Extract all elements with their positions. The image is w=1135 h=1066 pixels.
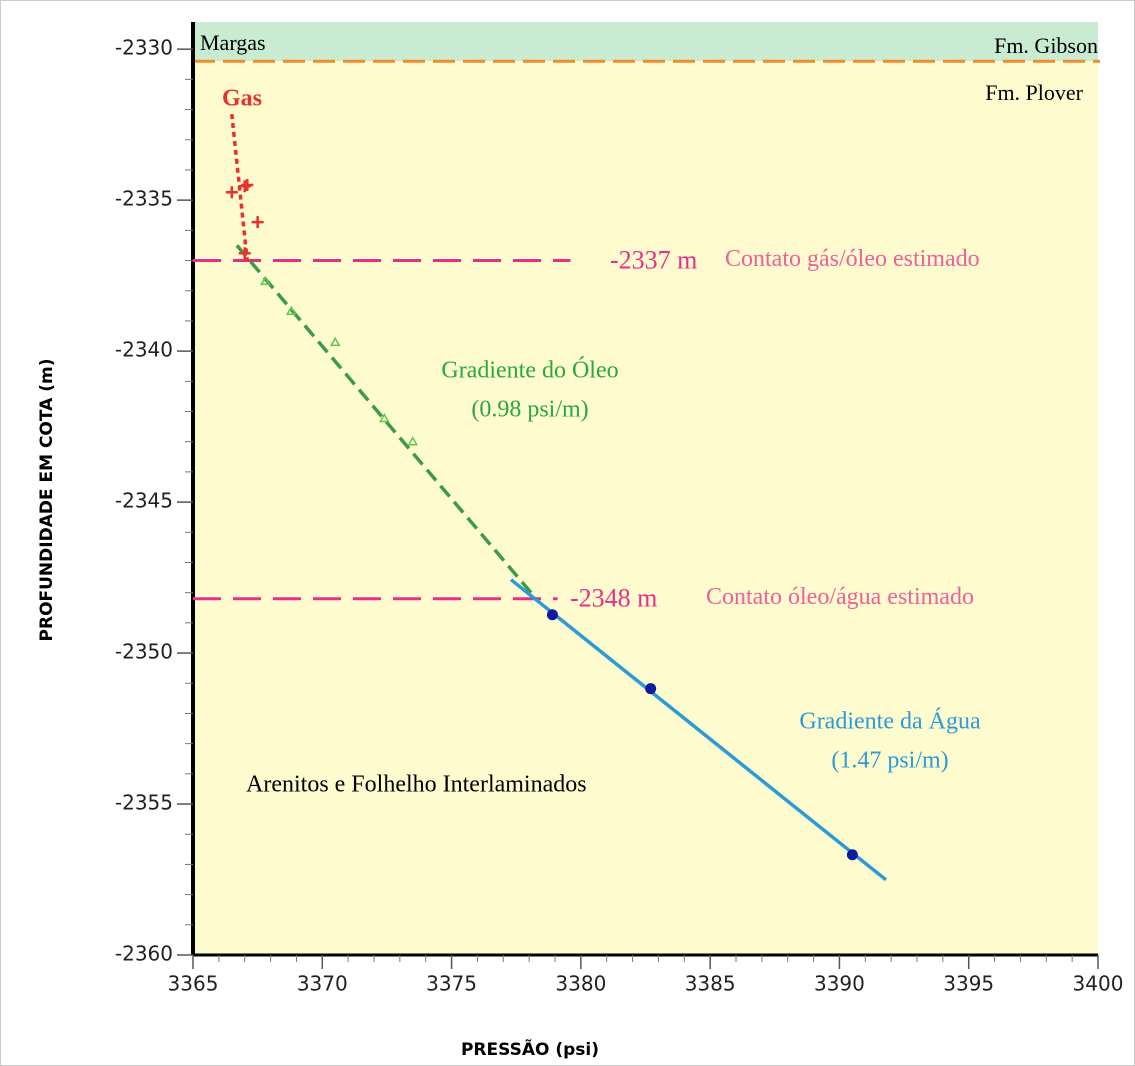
gradient-label: (0.98 psi/m) xyxy=(471,397,588,423)
gradient-label: (1.47 psi/m) xyxy=(831,748,948,774)
x-tick-label: 3370 xyxy=(297,972,348,996)
gas-point xyxy=(238,247,251,260)
x-axis-title: PRESSÃO (psi) xyxy=(461,1037,599,1060)
y-tick-label: -2335 xyxy=(115,187,173,211)
y-tick-label: -2350 xyxy=(115,640,173,664)
oil-point xyxy=(285,305,297,316)
y-tick-label: -2330 xyxy=(115,36,173,60)
oil-point xyxy=(379,412,390,423)
gas-point xyxy=(251,216,264,229)
contact-depth: -2337 m xyxy=(610,246,697,275)
y-tick-label: -2340 xyxy=(115,338,173,362)
y-axis-title: PROFUNDIDADE EM COTA (m) xyxy=(37,359,57,642)
x-tick-label: 3365 xyxy=(168,972,219,996)
oil-point xyxy=(407,436,419,446)
y-tick-label: -2360 xyxy=(115,942,173,966)
water-point xyxy=(546,609,558,621)
gradient-line xyxy=(230,113,250,262)
contact-label: Contato gás/óleo estimado xyxy=(725,246,980,272)
series-label: Gas xyxy=(222,86,262,112)
zone-label: Margas xyxy=(200,30,266,55)
zone xyxy=(193,22,1098,62)
water-point xyxy=(645,683,657,695)
gradient-line xyxy=(235,244,539,601)
x-tick-label: 3400 xyxy=(1073,972,1124,996)
gradient-label: Gradiente da Água xyxy=(799,709,981,735)
y-tick-label: -2345 xyxy=(115,489,173,513)
zone-label: Fm. Gibson xyxy=(994,33,1098,58)
x-tick-label: 3375 xyxy=(426,972,477,996)
oil-point xyxy=(260,275,271,286)
x-tick-label: 3390 xyxy=(814,972,865,996)
zone-label: Fm. Plover xyxy=(985,80,1083,105)
y-tick-label: -2355 xyxy=(115,791,173,815)
gradient-label: Gradiente do Óleo xyxy=(441,357,618,384)
gradient-line xyxy=(509,578,888,882)
zone-label: Arenitos e Folhelho Interlaminados xyxy=(246,772,587,798)
water-point xyxy=(846,849,858,861)
oil-point xyxy=(329,336,341,347)
contact-label: Contato óleo/água estimado xyxy=(706,584,974,610)
contact-depth: -2348 m xyxy=(570,584,657,613)
x-tick-label: 3385 xyxy=(685,972,736,996)
x-tick-label: 3395 xyxy=(943,972,994,996)
gas-point xyxy=(225,186,238,199)
zone xyxy=(193,61,1098,955)
x-tick-label: 3380 xyxy=(555,972,606,996)
gas-point xyxy=(241,179,254,192)
